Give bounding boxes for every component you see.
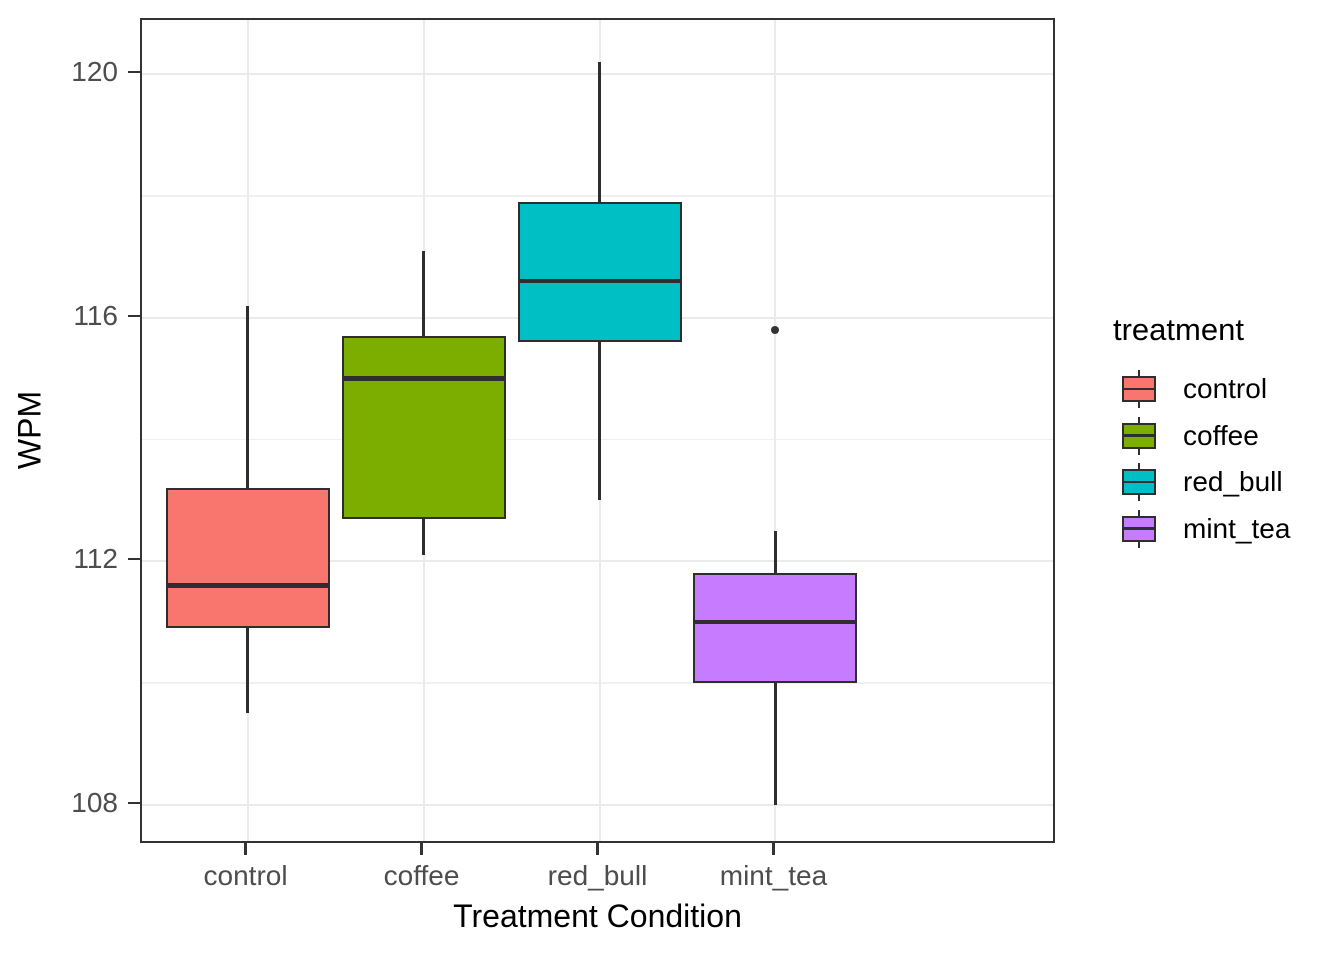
x-tick-mark-red_bull: [596, 843, 599, 855]
y-tick-label-108: 108: [71, 786, 118, 818]
legend-title: treatment: [1113, 312, 1244, 347]
gridline-minor-y-118: [142, 195, 1053, 197]
upper-whisker-red_bull: [598, 62, 601, 203]
box-coffee: [341, 335, 506, 519]
box-red_bull: [517, 202, 682, 343]
outlier-point-mint_tea: [771, 325, 780, 334]
lower-whisker-red_bull: [598, 342, 601, 501]
y-tick-mark-108: [128, 801, 140, 804]
gridline-major-x-mint_tea: [774, 20, 777, 841]
legend-item-control: control: [1113, 366, 1290, 413]
x-tick-label-control: control: [203, 860, 288, 891]
legend-key-median-icon: [1122, 480, 1156, 484]
x-tick-label-mint_tea: mint_tea: [719, 860, 828, 891]
legend-key-control: [1121, 370, 1157, 409]
y-tick-mark-116: [128, 314, 140, 317]
legend-item-red_bull: red_bull: [1113, 459, 1290, 506]
upper-whisker-mint_tea: [774, 530, 777, 574]
upper-whisker-coffee: [422, 250, 425, 336]
box-mint_tea: [693, 573, 858, 684]
gridline-major-y-108: [142, 803, 1053, 806]
legend-label-mint_tea: mint_tea: [1183, 512, 1291, 544]
legend-item-coffee: coffee: [1113, 413, 1290, 460]
legend-label-control: control: [1183, 373, 1268, 405]
gridline-minor-y-114: [142, 438, 1053, 441]
y-axis-title: WPM: [11, 390, 48, 470]
legend-key-coffee: [1121, 416, 1157, 455]
box-control: [165, 488, 330, 629]
median-mint_tea: [693, 619, 858, 625]
x-tick-label-coffee: coffee: [383, 860, 460, 891]
y-tick-label-116: 116: [73, 299, 118, 331]
upper-whisker-control: [246, 305, 249, 489]
legend-label-red_bull: red_bull: [1183, 466, 1283, 498]
gridline-major-y-112: [142, 560, 1053, 563]
gridline-major-y-120: [142, 73, 1053, 76]
plot-panel: [140, 18, 1055, 843]
x-tick-mark-control: [244, 843, 247, 855]
legend-key-red_bull: [1121, 463, 1157, 502]
legend-rows: control coffee red_bull mint_tea: [1113, 366, 1290, 552]
y-tick-mark-120: [128, 71, 140, 74]
median-coffee: [341, 376, 506, 381]
legend-label-coffee: coffee: [1183, 419, 1259, 451]
lower-whisker-mint_tea: [774, 683, 777, 805]
legend-key-median-icon: [1122, 527, 1156, 530]
legend: treatment control coffee red_bull mint_tea: [1113, 312, 1290, 552]
median-control: [165, 583, 330, 588]
legend-key-median-icon: [1122, 434, 1156, 437]
gridline-minor-y-110: [142, 682, 1053, 684]
legend-item-mint_tea: mint_tea: [1113, 506, 1290, 553]
x-tick-mark-mint_tea: [772, 843, 775, 855]
y-tick-label-120: 120: [71, 56, 118, 88]
legend-key-mint_tea: [1121, 509, 1157, 548]
lower-whisker-control: [246, 628, 249, 714]
x-axis-title: Treatment Condition: [453, 898, 742, 934]
x-tick-label-red_bull: red_bull: [547, 860, 648, 891]
y-tick-label-112: 112: [73, 543, 118, 575]
y-tick-mark-112: [128, 558, 140, 561]
median-red_bull: [517, 278, 682, 284]
lower-whisker-coffee: [422, 518, 425, 556]
legend-key-median-icon: [1122, 387, 1156, 391]
x-tick-mark-coffee: [420, 843, 423, 855]
